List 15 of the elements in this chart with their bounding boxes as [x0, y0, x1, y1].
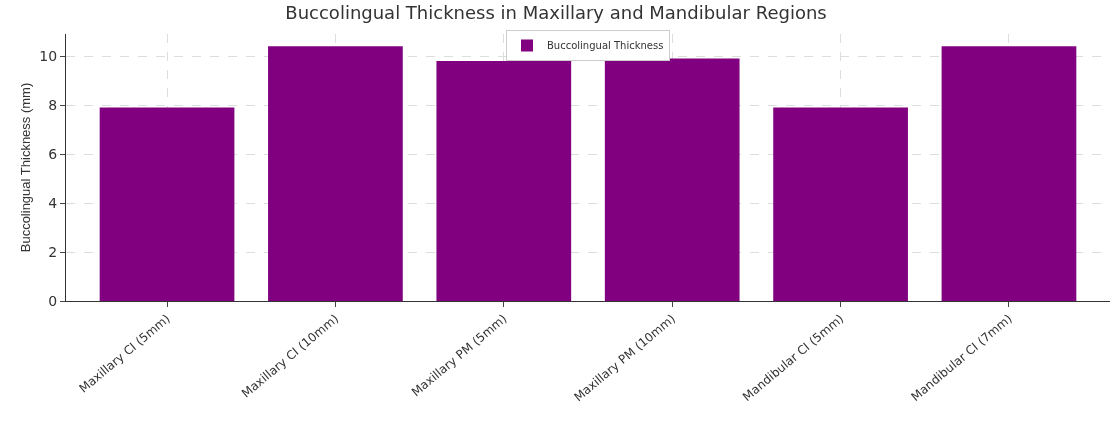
bar [268, 46, 403, 301]
y-tick-label: 8 [48, 96, 58, 113]
bar [99, 107, 235, 301]
bar [773, 107, 908, 301]
bar [436, 60, 572, 301]
y-tick-label: 6 [48, 145, 58, 162]
y-tick-label: 10 [39, 47, 58, 64]
y-tick-label: 0 [48, 292, 58, 309]
bar [604, 58, 740, 301]
y-axis-title: Buccolingual Thickness (mm) [18, 82, 33, 253]
chart-title: Buccolingual Thickness in Maxillary and Mandibular Regions [285, 1, 827, 23]
bar [941, 46, 1077, 301]
legend-label: Buccolingual Thickness [547, 40, 664, 52]
y-tick-label: 2 [48, 243, 58, 260]
y-tick-label: 4 [48, 194, 58, 211]
